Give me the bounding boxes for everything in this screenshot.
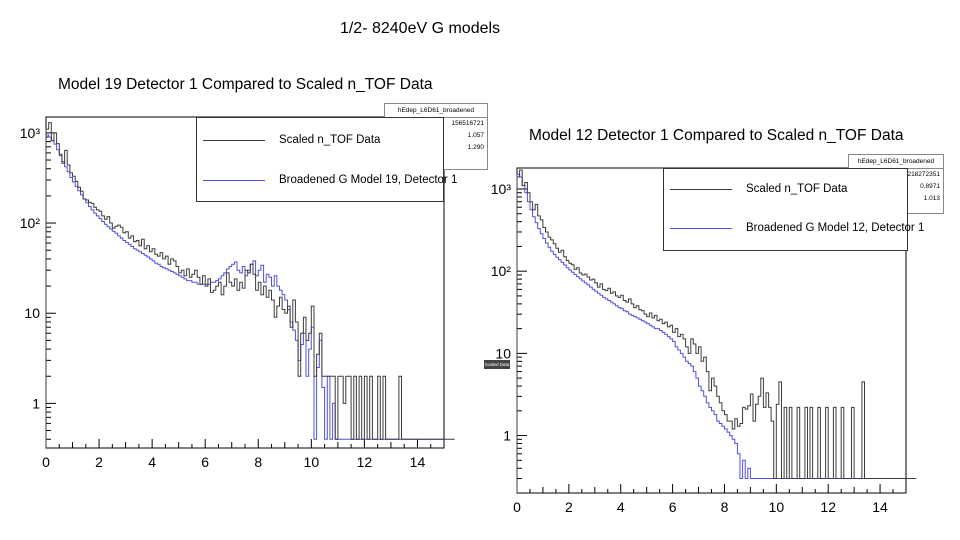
series-data-line [45, 122, 455, 448]
chart-2-legend-label-data: Scaled n_TOF Data [746, 183, 848, 195]
chart-2-stats-entries: 218272351 [907, 171, 940, 178]
x-tick-label: 0 [513, 499, 521, 515]
y-tick-label: 10³ [491, 181, 512, 197]
chart-1-legend-label-data: Scaled n_TOF Data [279, 134, 381, 146]
chart-1-stats-stddev: 1.290 [467, 144, 484, 151]
series-data-line [516, 169, 917, 493]
chart-2-stats-name: hEdep_L6D61_broadened [849, 155, 943, 169]
legend-swatch-data [203, 140, 265, 141]
chart-1-legend-entry-model: Broadened G Model 19, Detector 1 [203, 172, 457, 188]
chart-1-legend: Scaled n_TOF Data Broadened G Model 19, … [196, 117, 457, 202]
y-tick-label: 1 [503, 428, 511, 444]
x-tick-label: 14 [872, 499, 888, 515]
legend-swatch-model [670, 228, 732, 229]
chart-2-plot: 0 2 4 6 8 10 12 14 1 10 10² 10³ [491, 167, 917, 515]
y-tick-label: 10 [24, 305, 40, 321]
x-tick-label: 6 [669, 499, 677, 515]
chart-2-title: Model 12 Detector 1 Compared to Scaled n… [529, 127, 904, 144]
chart-2-stats-stddev: 1.013 [923, 195, 940, 202]
chart-1-legend-entry-data: Scaled n_TOF Data [203, 132, 439, 148]
y-tick-label: 1 [32, 395, 40, 411]
x-tick-label: 10 [304, 454, 320, 470]
x-tick-label: 2 [565, 499, 573, 515]
chart-2-legend-entry-model: Broadened G Model 12, Detector 1 [670, 220, 924, 236]
x-tick-label: 14 [410, 454, 426, 470]
x-tick-label: 8 [254, 454, 262, 470]
y-tick-label: 10³ [20, 125, 41, 141]
chart-1-title: Model 19 Detector 1 Compared to Scaled n… [58, 76, 433, 93]
chart-1-legend-label-model: Broadened G Model 19, Detector 1 [279, 174, 458, 186]
x-tick-label: 10 [769, 499, 785, 515]
legend-swatch-model [203, 180, 265, 181]
chart-1-stats-name: hEdep_L6D61_broadened [385, 104, 487, 118]
chart-2-stats-mean: 0.8971 [920, 183, 940, 190]
x-tick-label: 4 [148, 454, 156, 470]
slide-title: 1/2- 8240eV G models [339, 20, 501, 37]
legend-swatch-data [670, 189, 732, 190]
chart-2-legend-label-model: Broadened G Model 12, Detector 1 [746, 222, 925, 234]
y-tick-label: 10² [491, 263, 512, 279]
y-tick-label: 10² [20, 215, 41, 231]
chart-2-legend: Scaled n_TOF Data Broadened G Model 12, … [663, 168, 924, 251]
chart-1-stats-mean: 1.057 [467, 132, 484, 139]
x-tick-label: 0 [42, 454, 50, 470]
chart-2-legend-entry-data: Scaled n_TOF Data [670, 181, 903, 197]
x-tick-label: 4 [617, 499, 625, 515]
x-tick-label: 2 [95, 454, 103, 470]
x-tick-label: 6 [201, 454, 209, 470]
scaled-data-tag: Scaled Data [484, 360, 510, 369]
y-tick-label: 10 [495, 345, 511, 361]
x-tick-label: 12 [820, 499, 836, 515]
x-tick-label: 12 [357, 454, 373, 470]
chart-1-plot: 0 2 4 6 8 10 12 14 1 10 10² 10³ [20, 116, 455, 470]
chart-1-stats-entries: 156516721 [451, 120, 484, 127]
x-tick-label: 8 [721, 499, 729, 515]
